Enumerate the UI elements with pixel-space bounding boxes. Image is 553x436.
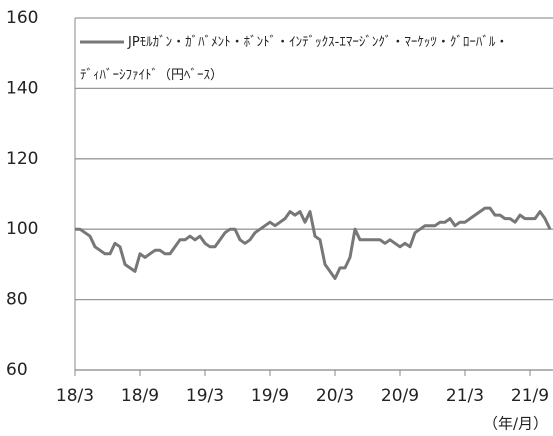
- x-axis-label: （年/月）: [483, 415, 548, 433]
- x-tick-label: 19/9: [251, 386, 289, 406]
- y-tick-label: 160: [6, 8, 38, 28]
- y-tick-label: 120: [6, 149, 38, 169]
- y-tick-label: 60: [6, 360, 28, 380]
- x-tick-label: 18/3: [56, 386, 94, 406]
- x-tick-label: 21/3: [446, 386, 484, 406]
- x-tick-label: 20/3: [316, 386, 354, 406]
- y-tick-label: 80: [6, 290, 28, 310]
- x-tick-label: 21/9: [511, 386, 549, 406]
- legend-label: JPﾓﾙｶﾞﾝ・ｶﾞﾊﾞﾒﾝﾄ・ﾎﾞﾝﾄﾞ・ｲﾝﾃﾞｯｸｽ-ｴﾏｰｼﾞﾝｸﾞ・ﾏ…: [80, 35, 509, 83]
- y-tick-label: 100: [6, 219, 38, 239]
- series-line: [75, 206, 552, 280]
- x-tick-label: 18/9: [121, 386, 159, 406]
- y-tick-label: 140: [6, 78, 38, 98]
- x-tick-label: 19/3: [186, 386, 224, 406]
- x-tick-label: 20/9: [381, 386, 419, 406]
